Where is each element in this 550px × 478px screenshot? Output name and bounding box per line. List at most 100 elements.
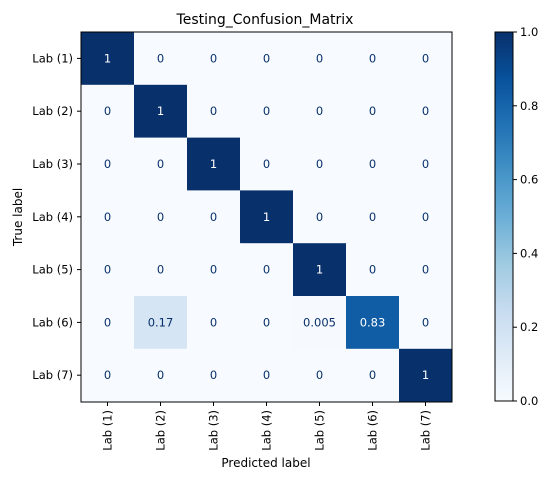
heatmap-cell [81, 84, 135, 139]
cell-value-label: 0 [157, 263, 164, 277]
cell-value-label: 0 [369, 157, 376, 171]
heatmap-cell [293, 296, 347, 350]
heatmap-cell [187, 296, 241, 350]
heatmap-cell [81, 243, 135, 297]
cell-value-label: 0 [316, 368, 323, 382]
cell-value-label: 0 [104, 263, 111, 277]
heatmap-cell [134, 190, 188, 244]
cell-value-label: 0 [263, 368, 270, 382]
cell-value-label: 1 [316, 263, 323, 277]
y-tick-label: Lab (6) [32, 315, 73, 329]
heatmap-cell [293, 32, 347, 86]
y-axis-ticks: Lab (1) Lab (2) Lab (3) Lab (4) Lab (5) Lab (… [32, 51, 81, 382]
colorbar-ticks: 0.0 0.2 0.4 0.6 0.8 1.0 [513, 25, 538, 408]
cell-value-label: 0 [369, 51, 376, 65]
heatmap-cell [134, 32, 188, 86]
y-tick-label: Lab (1) [32, 51, 73, 65]
cell-value-label: 0 [104, 368, 111, 382]
heatmap-cell [240, 137, 294, 191]
cell-value-label: 0 [263, 263, 270, 277]
heatmap-cell [399, 84, 453, 139]
heatmap-cell [399, 137, 453, 191]
heatmap-cell [81, 348, 135, 403]
heatmap-cell [293, 190, 347, 244]
heatmap-cell [134, 243, 188, 297]
y-tick-label: Lab (3) [32, 157, 73, 171]
cell-value-label: 0.83 [360, 315, 386, 329]
heatmap-cells [81, 32, 453, 403]
cell-value-label: 0 [210, 368, 217, 382]
x-tick-label: Lab (2) [154, 410, 168, 451]
heatmap-cell [187, 137, 241, 191]
heatmap-cell [81, 190, 135, 244]
x-tick-label: Lab (1) [101, 410, 115, 451]
y-tick-label: Lab (7) [32, 368, 73, 382]
cell-value-label: 0 [210, 51, 217, 65]
x-tick-label: Lab (3) [207, 410, 221, 451]
x-tick-label: Lab (5) [313, 410, 327, 451]
cell-value-label: 0 [157, 51, 164, 65]
heatmap-cell [81, 137, 135, 191]
cell-value-label: 0 [263, 104, 270, 118]
y-tick-label: Lab (5) [32, 263, 73, 277]
heatmap-cell [187, 84, 241, 139]
x-axis-ticks: Lab (1) Lab (2) Lab (3) Lab (4) Lab (5) Lab (… [101, 402, 433, 451]
cell-value-label: 0 [316, 51, 323, 65]
cell-value-label: 0.17 [148, 315, 174, 329]
heatmap-cell-labels: 1 0 0 0 0 0 0 0 1 0 0 0 0 0 0 0 1 0 0 0 0 0 0 0 1 0 0 0 0 0 0 0 1 0 0 0 0.17… [104, 51, 429, 382]
cell-value-label: 0 [210, 263, 217, 277]
heatmap-cell [187, 243, 241, 297]
cell-value-label: 0 [369, 210, 376, 224]
heatmap-cell [187, 32, 241, 86]
cell-value-label: 0 [210, 315, 217, 329]
heatmap-cell [346, 348, 400, 403]
cell-value-label: 0 [104, 315, 111, 329]
cell-value-label: 0 [422, 263, 429, 277]
heatmap-cell [240, 348, 294, 403]
colorbar-tick-label: 1.0 [520, 25, 538, 39]
colorbar-tick-label: 0.4 [520, 246, 538, 260]
heatmap-cell [346, 243, 400, 297]
cell-value-label: 0 [369, 368, 376, 382]
heatmap-cell [240, 190, 294, 244]
cell-value-label: 1 [210, 157, 217, 171]
heatmap-cell [399, 296, 453, 350]
heatmap-cell [240, 296, 294, 350]
heatmap-cell [399, 32, 453, 86]
cell-value-label: 0 [210, 104, 217, 118]
heatmap-cell [293, 243, 347, 297]
cell-value-label: 0 [316, 210, 323, 224]
cell-value-label: 0 [157, 210, 164, 224]
heatmap-cell [81, 296, 135, 350]
heatmap-cell [346, 296, 400, 350]
cell-value-label: 1 [422, 368, 429, 382]
y-tick-label: Lab (4) [32, 210, 73, 224]
cell-value-label: 0 [316, 157, 323, 171]
cell-value-label: 0 [422, 210, 429, 224]
heatmap-cell [187, 348, 241, 403]
cell-value-label: 0 [316, 104, 323, 118]
heatmap-cell [399, 243, 453, 297]
cell-value-label: 0 [369, 104, 376, 118]
cell-value-label: 0 [104, 104, 111, 118]
heatmap-cell [134, 296, 188, 350]
heatmap-cell [134, 84, 188, 139]
heatmap-cell [293, 84, 347, 139]
colorbar-tick-label: 0.0 [520, 394, 538, 408]
heatmap-cell [187, 190, 241, 244]
heatmap-cell [346, 84, 400, 139]
colorbar-tick-label: 0.6 [520, 173, 538, 187]
x-tick-label: Lab (6) [366, 410, 380, 451]
heatmap-cell [134, 348, 188, 403]
cell-value-label: 0 [422, 104, 429, 118]
heatmap-cell [240, 243, 294, 297]
cell-value-label: 0 [104, 157, 111, 171]
colorbar [494, 31, 514, 402]
heatmap-cell [81, 32, 135, 86]
colorbar-tick-label: 0.8 [520, 99, 538, 113]
x-tick-label: Lab (4) [260, 410, 274, 451]
x-tick-label: Lab (7) [419, 410, 433, 451]
heatmap-cell [240, 32, 294, 86]
colorbar-tick-label: 0.2 [520, 320, 538, 334]
cell-value-label: 0 [263, 315, 270, 329]
